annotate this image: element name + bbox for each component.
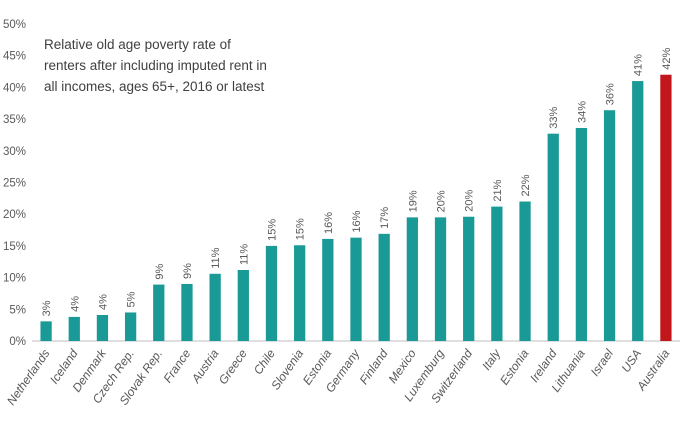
bar <box>406 217 418 341</box>
bar <box>153 284 165 341</box>
y-tick-label: 10% <box>3 273 26 285</box>
data-label: 21% <box>492 179 504 201</box>
bar <box>124 312 137 341</box>
x-tick-label: Italy <box>479 346 504 373</box>
data-label: 11% <box>238 244 250 265</box>
bar <box>575 127 588 341</box>
data-label: 9% <box>154 263 166 279</box>
y-tick-label: 15% <box>3 241 26 253</box>
x-tick-label: USA <box>619 347 645 375</box>
bar <box>322 238 334 341</box>
data-label: 22% <box>520 174 532 196</box>
y-tick-label: 35% <box>3 114 26 126</box>
bar <box>434 217 447 341</box>
x-tick-label: Estonia <box>497 346 532 387</box>
chart-title: Relative old age poverty rate of renters… <box>44 37 267 94</box>
bar <box>294 245 306 341</box>
bar <box>660 74 672 341</box>
y-tick-label: 20% <box>3 209 26 221</box>
bar <box>491 206 503 341</box>
y-tick-label: 40% <box>3 82 26 94</box>
data-label: 5% <box>126 291 138 307</box>
data-label: 3% <box>41 300 53 316</box>
bar <box>603 110 616 341</box>
bar <box>547 133 559 341</box>
data-label: 16% <box>323 212 335 234</box>
y-tick-label: 25% <box>3 178 26 190</box>
data-label: 16% <box>351 210 363 232</box>
x-tick-label: Chile <box>251 346 278 377</box>
bar <box>350 237 362 341</box>
bar <box>463 216 475 341</box>
data-label: 20% <box>464 190 476 212</box>
data-label: 20% <box>436 190 448 212</box>
x-tick-label: France <box>161 346 194 385</box>
data-label: 36% <box>605 83 617 105</box>
x-tick-label: Israel <box>588 346 616 378</box>
x-tick-label: Finland <box>357 346 391 387</box>
bar <box>40 321 52 341</box>
data-label: 33% <box>548 106 560 128</box>
bar <box>96 315 109 341</box>
bar <box>265 245 278 341</box>
bar <box>632 81 644 341</box>
y-tick-label: 5% <box>9 304 26 316</box>
y-tick-label: 30% <box>3 146 26 158</box>
data-label: 34% <box>576 101 588 123</box>
data-label: 15% <box>295 218 307 240</box>
data-label: 11% <box>210 247 222 268</box>
bar <box>237 269 249 341</box>
bar <box>181 283 193 341</box>
bar <box>378 233 390 341</box>
data-label: 9% <box>182 263 194 279</box>
x-tick-label: Greece <box>216 346 250 387</box>
data-label: 42% <box>661 47 673 69</box>
y-tick-label: 45% <box>3 51 26 63</box>
bar <box>519 201 531 341</box>
data-label: 4% <box>69 296 81 312</box>
y-tick-label: 0% <box>9 336 26 348</box>
data-label: 19% <box>407 190 419 212</box>
y-tick-label: 50% <box>3 19 26 31</box>
data-label: 15% <box>266 219 278 241</box>
data-label: 41% <box>633 54 645 76</box>
data-label: 17% <box>379 207 391 229</box>
data-label: 4% <box>97 294 109 310</box>
bar <box>68 316 80 341</box>
bar <box>209 273 221 341</box>
x-tick-label: Netherlands <box>4 347 53 408</box>
